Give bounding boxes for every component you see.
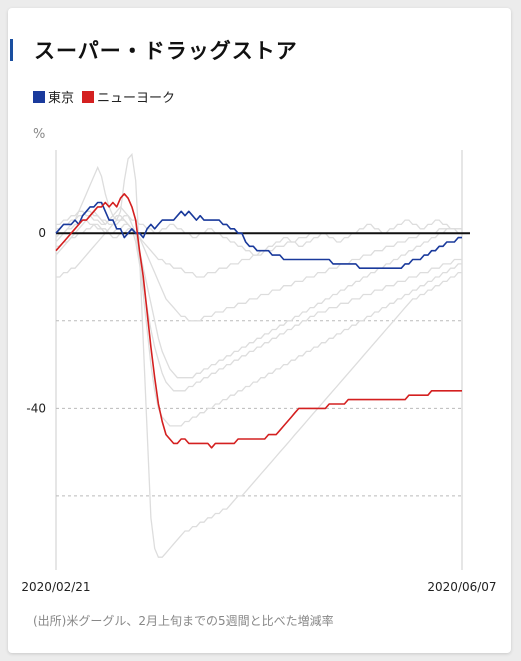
legend-item-tokyo: 東京 (33, 87, 74, 106)
legend-label-tokyo: 東京 (48, 91, 75, 106)
legend-swatch-newyork (82, 90, 95, 103)
series-line-tokyo (55, 201, 462, 269)
legend-swatch-tokyo (33, 90, 45, 103)
y-unit-label: % (33, 127, 46, 142)
background-series-line-4 (56, 210, 462, 256)
gridlines (55, 150, 463, 570)
background-series-line-1 (55, 205, 462, 427)
main-series (55, 193, 462, 449)
x-tick-label-start: 2020/02/21 (21, 580, 90, 594)
legend-item-newyork: ニューヨーク (82, 87, 175, 106)
x-tick-label-end: 2020/06/07 (427, 580, 496, 594)
source-note: (出所)米グーグル、2月上旬までの5週間と比べた増減率 (33, 614, 334, 628)
legend-label-newyork: ニューヨーク (97, 91, 176, 106)
chart-card (8, 8, 511, 653)
background-series (55, 152, 462, 558)
title-accent-bar (10, 39, 13, 61)
y-tick-label-0: 0 (38, 226, 46, 240)
series-line-newyork (55, 193, 462, 449)
chart-title: スーパー・ドラッグストア (34, 39, 298, 63)
background-series-line-3 (56, 210, 462, 379)
y-tick-label-1: -40 (26, 401, 46, 415)
background-series-line-0 (55, 152, 462, 558)
axes: 0 -40 2020/02/21 2020/06/07 (21, 226, 496, 594)
legend: 東京 ニューヨーク (33, 87, 183, 106)
background-series-line-6 (56, 223, 462, 322)
background-series-line-2 (56, 219, 462, 392)
